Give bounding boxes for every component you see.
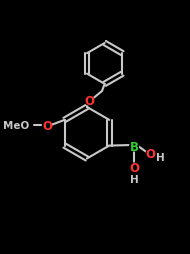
Circle shape (130, 164, 138, 171)
Text: O: O (145, 147, 155, 160)
Text: H: H (156, 152, 165, 162)
Text: O: O (85, 95, 95, 108)
Circle shape (130, 142, 139, 151)
Circle shape (85, 97, 94, 106)
Text: O: O (129, 161, 139, 174)
Text: B: B (130, 140, 139, 153)
Text: MeO: MeO (3, 121, 29, 131)
Circle shape (146, 150, 154, 158)
Text: H: H (130, 174, 138, 184)
Text: O: O (42, 119, 52, 132)
Circle shape (43, 121, 51, 130)
